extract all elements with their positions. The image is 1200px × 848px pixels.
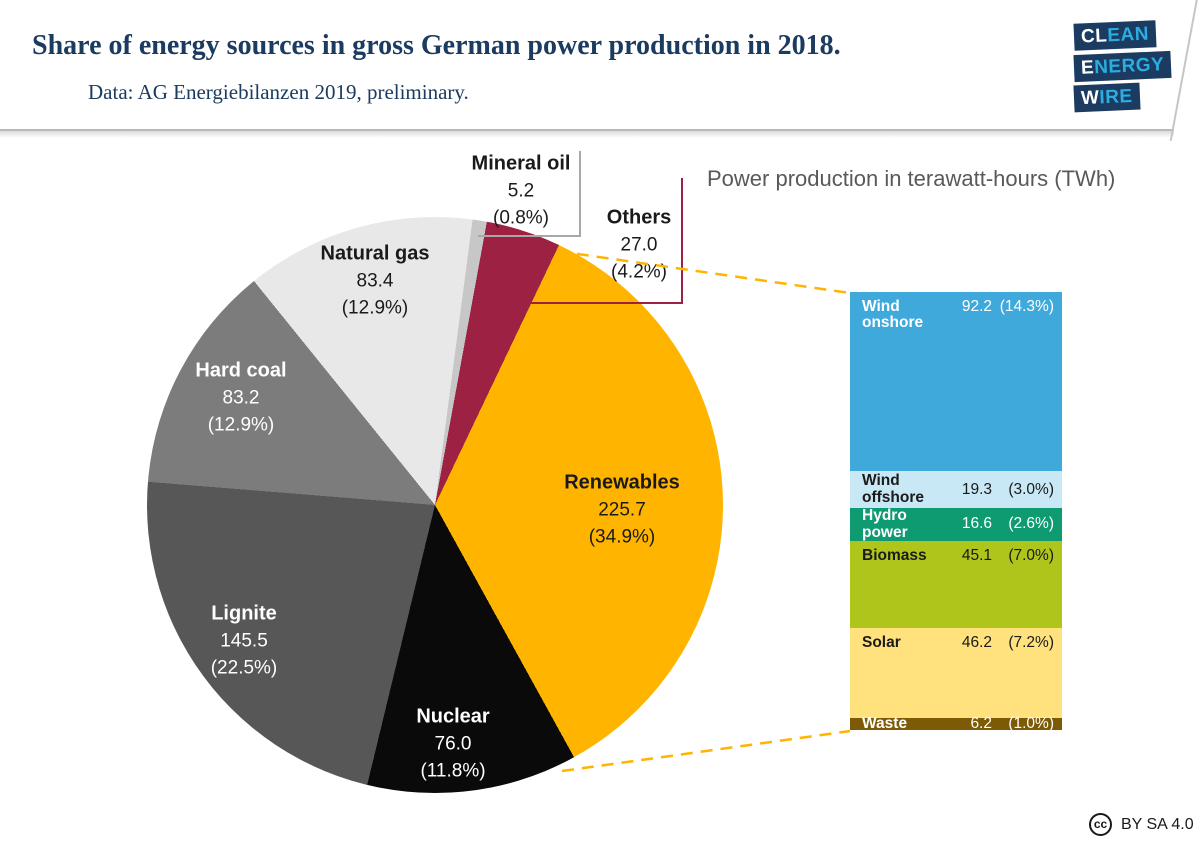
logo-text-white: E: [1080, 57, 1095, 79]
logo-text-cyan: NERGY: [1093, 54, 1165, 79]
bar-segment-solar: Solar 46.2 (7.2%): [850, 628, 1062, 718]
header: Share of energy sources in gross German …: [0, 0, 1200, 141]
bar-segment-pct: (2.6%): [1008, 515, 1054, 533]
pie-label-natural-gas: Natural gas 83.4 (12.9%): [320, 242, 430, 319]
page-title: Share of energy sources in gross German …: [32, 30, 841, 61]
bar-segment-pct: (7.0%): [1008, 546, 1054, 564]
logo-row-clean: CLEAN: [1073, 20, 1157, 51]
bar-segment-val: 45.1: [961, 546, 992, 564]
pie-label-nuclear: Nuclear 76.0 (11.8%): [416, 705, 490, 782]
pie-label-renewables: Renewables 225.7 (34.9%): [564, 471, 680, 548]
bar-segment-val: 6.2: [970, 714, 992, 732]
logo-text-cyan: IRE: [1098, 85, 1134, 109]
bar-segment-name: Solar: [862, 634, 901, 652]
bar-segment-name: Wind offshore: [862, 472, 924, 506]
pie-label-lignite: Lignite 145.5 (22.5%): [210, 602, 278, 679]
logo-text-white: CL: [1080, 25, 1108, 48]
clean-energy-wire-logo: CLEAN ENERGY WIRE: [1073, 20, 1172, 115]
logo-row-energy: ENERGY: [1073, 50, 1172, 83]
breakdown-title: Power production in terawatt-hours (TWh): [707, 166, 1116, 191]
header-divider: [0, 129, 1174, 131]
license-text: BY SA 4.0: [1121, 816, 1194, 833]
bar-segment-wind-offshore: Wind offshore 19.3 (3.0%): [850, 471, 1062, 509]
data-source-subtitle: Data: AG Energiebilanzen 2019, prelimina…: [88, 80, 469, 104]
bar-segment-val: 92.2: [961, 298, 992, 315]
bar-segment-val: 16.6: [961, 515, 992, 533]
header-shadow: [0, 131, 1174, 138]
bar-segment-hydro-power: Hydro power 16.6 (2.6%): [850, 507, 1062, 541]
renewables-breakdown-bar: Wind onshore 92.2 (14.3%) Wind offshore 19.3…: [850, 292, 1062, 732]
pie-label-others: Others 27.0 (4.2%): [606, 206, 672, 283]
pie-label-hard-coal: Hard coal 83.2 (12.9%): [195, 359, 287, 436]
bar-segment-pct: (7.2%): [1008, 634, 1054, 652]
bar-segment-wind-onshore: Wind onshore 92.2 (14.3%): [850, 292, 1062, 471]
creative-commons-icon: cc: [1089, 813, 1112, 836]
pie-label-mineral-oil: Mineral oil 5.2 (0.8%): [471, 152, 571, 229]
bar-segment-name: Biomass: [862, 546, 927, 564]
bar-segment-biomass: Biomass 45.1 (7.0%): [850, 540, 1062, 629]
logo-text-white: W: [1080, 87, 1100, 110]
bar-segment-val: 46.2: [961, 634, 992, 652]
pie-chart: [147, 217, 723, 793]
bar-segment-pct: (3.0%): [1008, 480, 1054, 498]
bar-segment-name: Hydro power: [862, 507, 908, 541]
bar-segment-pct: (1.0%): [1008, 714, 1054, 732]
bar-segment-name: Waste: [862, 714, 908, 732]
bar-segment-val: 19.3: [961, 480, 992, 498]
header-diagonal-edge: [1169, 0, 1199, 141]
bar-segment-waste: Waste 6.2 (1.0%): [850, 714, 1062, 732]
logo-row-wire: WIRE: [1073, 82, 1141, 113]
bar-segment-pct: (14.3%): [999, 298, 1054, 315]
bar-segment-name: Wind onshore: [862, 298, 924, 332]
logo-text-cyan: EAN: [1106, 23, 1150, 47]
